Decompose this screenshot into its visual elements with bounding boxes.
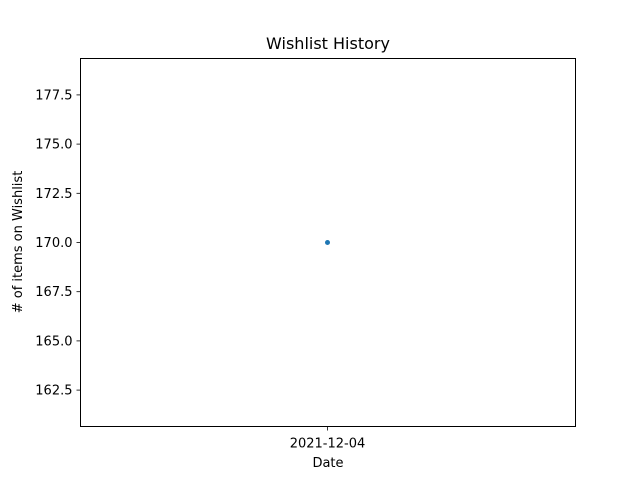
x-axis-ticks: 2021-12-04 (290, 426, 366, 452)
y-tick-label: 162.5 (35, 384, 72, 399)
y-tick-label: 172.5 (35, 187, 72, 202)
data-points (325, 240, 330, 245)
x-axis-label: Date (312, 456, 343, 471)
chart-title: Wishlist History (266, 34, 390, 53)
data-point (325, 240, 330, 245)
y-axis-label: # of items on Wishlist (11, 171, 26, 314)
x-tick-label: 2021-12-04 (290, 437, 366, 452)
y-tick-label: 175.0 (35, 138, 72, 153)
y-tick-label: 177.5 (35, 88, 72, 103)
y-tick-label: 170.0 (35, 236, 72, 251)
y-axis-ticks: 162.5 165.0 167.5 170.0 172.5 175.0 177.5 (35, 88, 81, 399)
y-tick-label: 165.0 (35, 334, 72, 349)
y-tick-label: 167.5 (35, 285, 72, 300)
